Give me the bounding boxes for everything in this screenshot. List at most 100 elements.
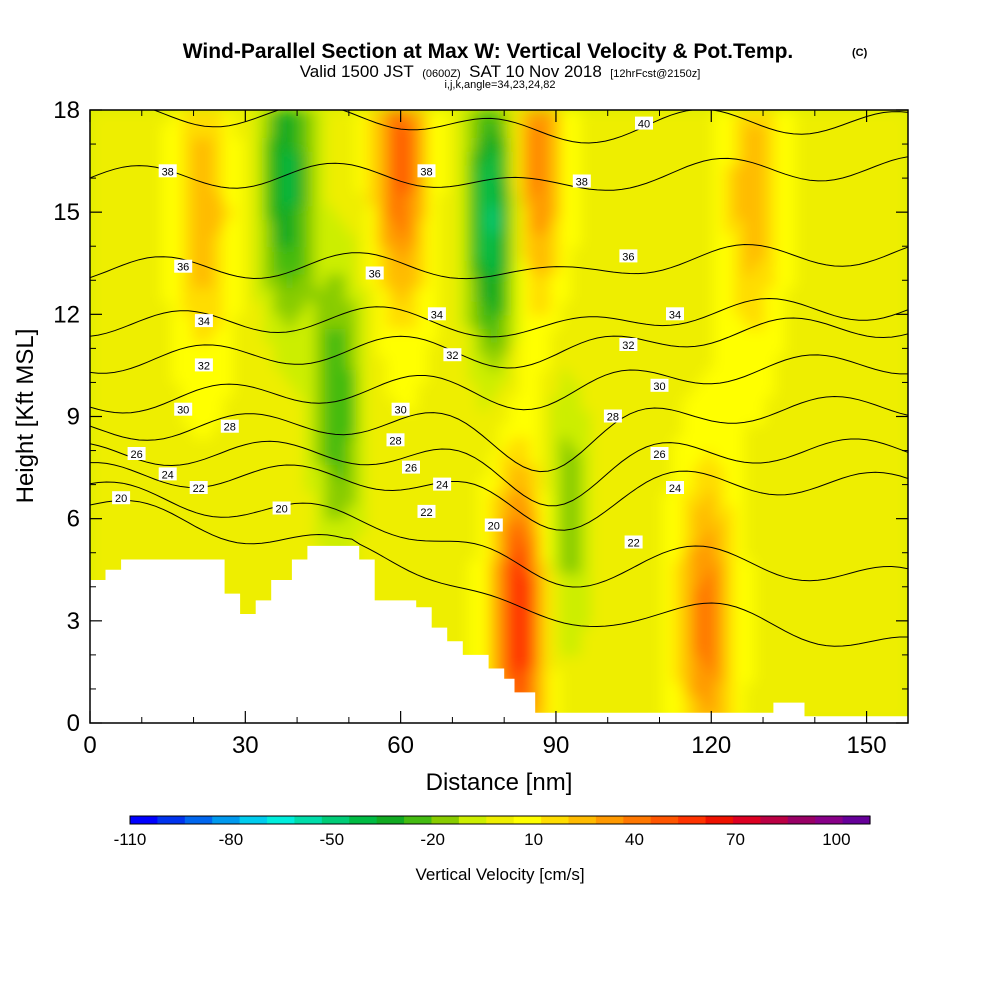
- velocity-cell: [693, 586, 705, 602]
- velocity-cell: [611, 695, 623, 711]
- velocity-cell: [652, 164, 664, 180]
- velocity-cell: [458, 573, 470, 588]
- velocity-cell: [376, 368, 388, 384]
- velocity-cell: [488, 654, 500, 670]
- velocity-cell: [376, 382, 388, 397]
- velocity-cell: [233, 191, 245, 207]
- velocity-cell: [366, 191, 378, 207]
- velocity-cell: [713, 137, 725, 152]
- velocity-cell: [591, 314, 603, 329]
- velocity-cell: [744, 123, 756, 139]
- velocity-cell: [703, 491, 715, 506]
- velocity-cell: [846, 532, 858, 547]
- velocity-cell: [816, 450, 828, 466]
- contour-label-text: 30: [177, 405, 189, 417]
- velocity-cell: [621, 436, 633, 452]
- velocity-cell: [775, 573, 787, 588]
- velocity-cell: [642, 654, 654, 670]
- velocity-cell: [519, 246, 531, 261]
- velocity-cell: [407, 232, 419, 248]
- velocity-cell: [396, 573, 408, 588]
- velocity-cell: [366, 341, 378, 357]
- contour-label-box: [443, 348, 462, 362]
- velocity-cell: [335, 232, 347, 248]
- velocity-cell: [785, 150, 797, 166]
- velocity-cell: [499, 259, 511, 275]
- velocity-cell: [407, 164, 419, 180]
- velocity-cell: [161, 287, 173, 302]
- velocity-cell: [734, 246, 746, 261]
- velocity-cell: [734, 164, 746, 180]
- velocity-cell: [713, 246, 725, 261]
- velocity-cell: [110, 532, 122, 547]
- velocity-cell: [877, 641, 889, 656]
- velocity-cell: [141, 450, 153, 466]
- x-axis: 0 30 60 90 120 150: [83, 110, 887, 759]
- velocity-cell: [693, 518, 705, 534]
- velocity-cell: [744, 314, 756, 329]
- velocity-cell: [836, 232, 848, 248]
- velocity-cell: [693, 382, 705, 397]
- velocity-cell: [120, 464, 132, 479]
- velocity-cell: [693, 232, 705, 248]
- velocity-cell: [724, 110, 736, 125]
- velocity-cell: [468, 614, 480, 629]
- velocity-cell: [775, 505, 787, 520]
- velocity-cell: [601, 545, 613, 561]
- colorbar-swatch: [321, 816, 350, 824]
- velocity-cell: [580, 150, 592, 166]
- velocity-cell: [182, 314, 194, 329]
- velocity-cell: [274, 532, 286, 547]
- velocity-cell: [509, 300, 521, 316]
- velocity-cell: [509, 505, 521, 520]
- velocity-cell: [560, 600, 572, 615]
- velocity-cell: [539, 545, 552, 561]
- velocity-cell: [192, 287, 204, 302]
- velocity-cell: [856, 586, 869, 602]
- velocity-cell: [417, 205, 429, 220]
- velocity-cell: [570, 219, 582, 234]
- velocity-cell: [529, 491, 541, 506]
- velocity-cell: [263, 355, 275, 370]
- velocity-cell: [734, 205, 746, 220]
- velocity-cell: [243, 219, 255, 234]
- velocity-cell: [672, 682, 684, 697]
- velocity-cell: [611, 341, 623, 357]
- velocity-cell: [795, 409, 807, 425]
- velocity-cell: [315, 137, 327, 152]
- velocity-cell: [816, 314, 828, 329]
- velocity-cell: [468, 518, 480, 534]
- velocity-cell: [672, 382, 684, 397]
- velocity-cell: [754, 695, 766, 711]
- velocity-cell: [591, 614, 603, 629]
- velocity-cell: [826, 586, 838, 602]
- velocity-cell: [570, 382, 582, 397]
- velocity-cell: [141, 491, 153, 506]
- velocity-cell: [161, 191, 173, 207]
- velocity-cell: [550, 178, 562, 193]
- velocity-cell: [182, 464, 194, 479]
- velocity-cell: [611, 150, 623, 166]
- isentrope-38: [90, 156, 908, 191]
- velocity-cell: [734, 355, 746, 370]
- velocity-cell: [100, 191, 112, 207]
- velocity-cell: [478, 505, 490, 520]
- velocity-cell: [529, 287, 541, 302]
- contour-label-text: 20: [275, 504, 287, 516]
- velocity-cell: [315, 273, 327, 289]
- velocity-cell: [437, 559, 449, 575]
- velocity-cell: [161, 300, 173, 316]
- velocity-cell: [580, 654, 592, 670]
- velocity-cell: [683, 682, 695, 697]
- velocity-cell: [447, 259, 460, 275]
- velocity-cell: [233, 178, 245, 193]
- velocity-cell: [458, 219, 470, 234]
- velocity-cell: [386, 137, 398, 152]
- velocity-cell: [243, 191, 255, 207]
- velocity-cell: [222, 314, 235, 329]
- velocity-cell: [550, 287, 562, 302]
- velocity-cell: [151, 423, 163, 438]
- isentrope-24: [90, 462, 908, 531]
- velocity-cell: [304, 123, 316, 139]
- velocity-cell: [591, 205, 603, 220]
